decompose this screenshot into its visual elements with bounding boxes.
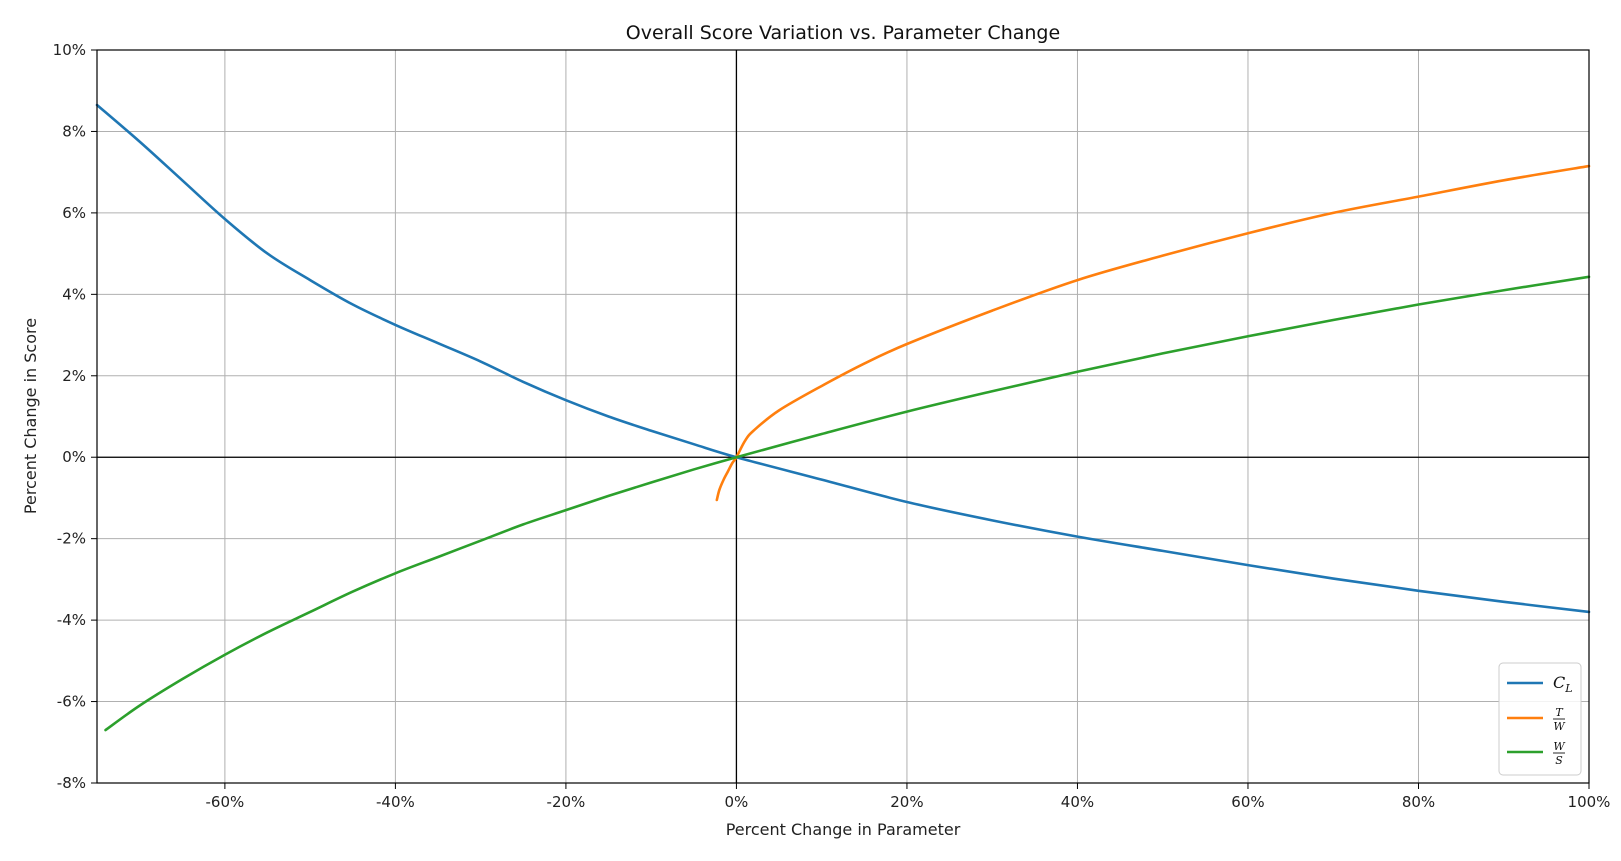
y-tick-label: -8% [57,774,86,792]
y-tick-label: 10% [53,41,86,59]
legend-label-numerator: W [1553,740,1566,753]
x-tick-label: 40% [1061,793,1094,811]
y-tick-label: 4% [62,285,86,303]
legend-label-2: TW [1553,706,1566,733]
x-tick-label: 80% [1402,793,1435,811]
y-axis-ticks: -8% -6% -4% -2% 0% 2% 4% 6% 8% 10% [53,41,97,792]
x-tick-label: -40% [376,793,415,811]
x-tick-label: 100% [1568,793,1611,811]
x-tick-label: 0% [725,793,749,811]
zero-axis-lines [97,50,1589,783]
legend-label-3: WS [1553,740,1566,767]
legend-label-denominator: S [1555,754,1563,767]
y-axis-title: Percent Change in Score [21,318,40,514]
x-tick-label: 60% [1231,793,1264,811]
legend-label-main: C [1553,673,1565,692]
x-tick-label: -20% [547,793,586,811]
legend-label-1: CL [1553,673,1573,695]
y-tick-label: -2% [57,530,86,548]
x-axis-ticks: -60% -40% -20% 0% 20% 40% 60% 80% 100% [206,783,1611,811]
legend-label-sub: L [1564,682,1572,695]
plot-frame [96,49,1590,784]
x-tick-label: -60% [206,793,245,811]
y-tick-label: 2% [62,367,86,385]
series-line-3 [104,275,1591,732]
chart-title: Overall Score Variation vs. Parameter Ch… [626,22,1060,44]
y-tick-label: -6% [57,693,86,711]
series-layer [95,103,1591,732]
x-axis-title: Percent Change in Parameter [726,820,961,839]
series-line-2 [715,164,1591,502]
y-tick-label: 6% [62,204,86,222]
x-tick-label: 20% [890,793,923,811]
y-tick-label: 0% [62,448,86,466]
y-tick-label: 8% [62,122,86,140]
series-line-1 [95,103,1591,614]
y-tick-label: -4% [57,611,86,629]
legend-label-denominator: W [1553,720,1566,733]
legend-label-numerator: T [1555,706,1564,719]
